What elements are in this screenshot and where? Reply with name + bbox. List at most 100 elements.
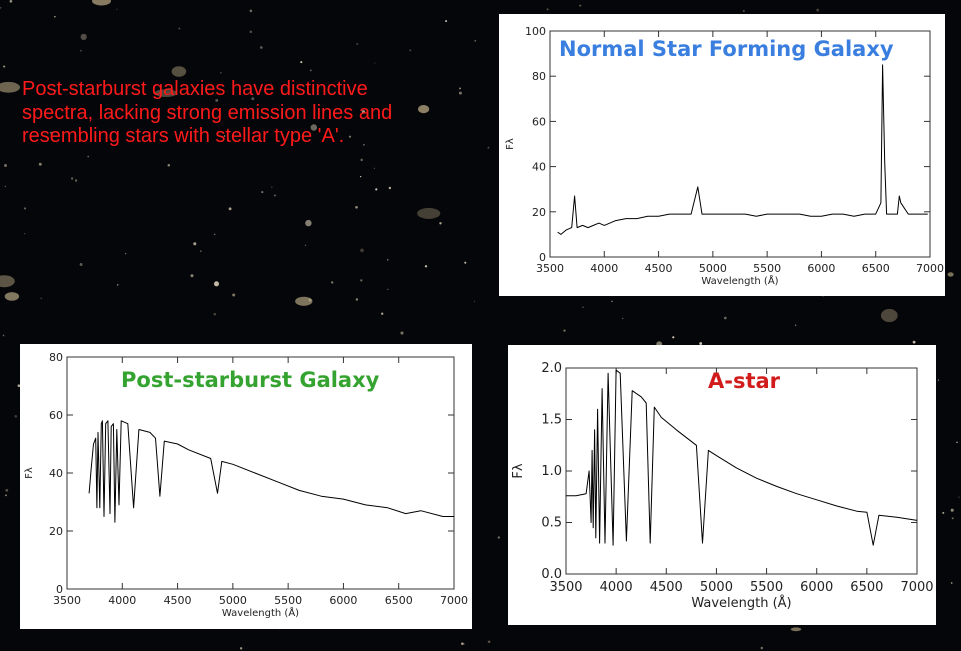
y-axis-label: Fλ (24, 467, 35, 479)
star-dot (611, 300, 613, 302)
star-dot (125, 252, 127, 255)
x-tick-label: 6500 (862, 262, 890, 275)
star-dot (9, 0, 13, 3)
star-dot (672, 336, 675, 339)
star-dot (0, 7, 2, 9)
star-dot (2, 334, 5, 337)
star-dot (459, 87, 461, 90)
star-dot (912, 340, 916, 344)
star-dot (54, 16, 56, 18)
x-axis-label: Wavelength (Å) (701, 274, 778, 287)
star-dot (363, 144, 365, 146)
star-dot (760, 646, 764, 650)
x-tick-label: 7000 (916, 262, 944, 275)
star-dot (70, 177, 74, 180)
galaxy-blob (171, 66, 187, 77)
star-dot (304, 244, 307, 247)
star-dot (439, 222, 442, 225)
galaxy-blob (0, 275, 15, 288)
star-dot (14, 415, 18, 418)
x-tick-label: 3500 (53, 594, 81, 607)
star-dot (213, 312, 217, 316)
star-dot (310, 124, 318, 131)
star-dot (373, 167, 375, 169)
galaxy-blob (92, 0, 111, 6)
spectrum-line (557, 64, 928, 235)
x-tick-label: 5500 (274, 594, 302, 607)
star-dot (17, 384, 21, 388)
y-tick-label: 80 (49, 351, 63, 364)
star-dot (80, 33, 87, 41)
y-axis-label: Fλ (505, 138, 516, 150)
star-dot (956, 441, 958, 444)
x-tick-label: 4500 (645, 262, 673, 275)
normal-galaxy-spectrum-panel: 3500 4000 4500 5000 5500 6000 6500 7000 0 20 40 60 8… (499, 14, 945, 296)
star-dot (4, 164, 7, 167)
x-tick-label: 6000 (329, 594, 357, 607)
x-axis-label: Wavelength (Å) (222, 606, 299, 619)
star-dot (331, 281, 334, 284)
star-dot (3, 65, 6, 68)
x-tick-label: 5000 (699, 262, 727, 275)
star-dot (167, 163, 171, 167)
galaxy-blob (790, 627, 802, 632)
star-dot (80, 49, 82, 52)
star-dot (474, 39, 477, 42)
y-tick-label: 0 (539, 251, 546, 264)
star-dot (251, 97, 255, 101)
star-dot (461, 642, 464, 646)
star-dot (951, 517, 954, 520)
star-dot (249, 9, 253, 13)
star-dot (699, 342, 703, 345)
star-dot (40, 297, 42, 300)
galaxy-blob (295, 296, 313, 306)
galaxy-blob (154, 89, 178, 97)
star-dot (445, 20, 448, 23)
star-dot (55, 89, 57, 91)
star-dot (360, 158, 363, 162)
star-dot (723, 316, 727, 320)
star-dot (579, 4, 582, 7)
x-tick-label: 4500 (164, 594, 192, 607)
star-dot (4, 185, 6, 188)
post-starburst-spectrum-chart: 3500 4000 4500 5000 5500 6000 6500 7000 0 20 40 60 8… (24, 351, 468, 619)
x-tick-label: 3500 (536, 262, 564, 275)
star-dot (950, 508, 954, 512)
star-dot (582, 306, 584, 308)
chart-title: A-star (708, 369, 781, 393)
plot-frame (549, 30, 931, 258)
star-dot (348, 135, 352, 138)
x-tick-label: 5500 (750, 580, 783, 595)
star-dot (355, 298, 359, 301)
normal-galaxy-spectrum-chart: 3500 4000 4500 5000 5500 6000 6500 7000 0 20 40 60 8… (505, 25, 944, 287)
y-tick-label: 1.0 (541, 464, 562, 479)
star-dot (38, 162, 42, 166)
star-dot (387, 288, 389, 291)
x-tick-label: 6500 (385, 594, 413, 607)
y-tick-label: 1.5 (541, 413, 562, 428)
galaxy-blob (418, 105, 430, 114)
star-dot (87, 155, 89, 158)
star-dot (937, 379, 940, 381)
star-dot (464, 261, 467, 264)
star-dot (361, 110, 365, 114)
star-dot (958, 496, 960, 498)
star-dot (400, 331, 404, 335)
a-star-spectrum-chart: 3500 4000 4500 5000 5500 6000 6500 7000 0.0 0.5 1.… (511, 361, 934, 611)
star-dot (388, 186, 392, 190)
a-star-spectrum-panel: 3500 4000 4500 5000 5500 6000 6500 7000 0.0 0.5 1.… (508, 345, 936, 625)
galaxy-blob (417, 207, 441, 219)
star-dot (463, 643, 465, 645)
star-dot (795, 324, 797, 326)
star-dot (74, 179, 78, 182)
y-tick-label: 20 (49, 525, 63, 538)
star-dot (424, 265, 428, 268)
caption-text: Post-starburst galaxies have distinctive… (22, 78, 393, 147)
star-dot (386, 259, 389, 261)
y-tick-label: 40 (49, 467, 63, 480)
star-dot (816, 8, 820, 12)
star-dot (213, 233, 216, 235)
star-dot (261, 191, 264, 194)
y-tick-label: 20 (532, 206, 546, 219)
star-dot (232, 293, 236, 297)
